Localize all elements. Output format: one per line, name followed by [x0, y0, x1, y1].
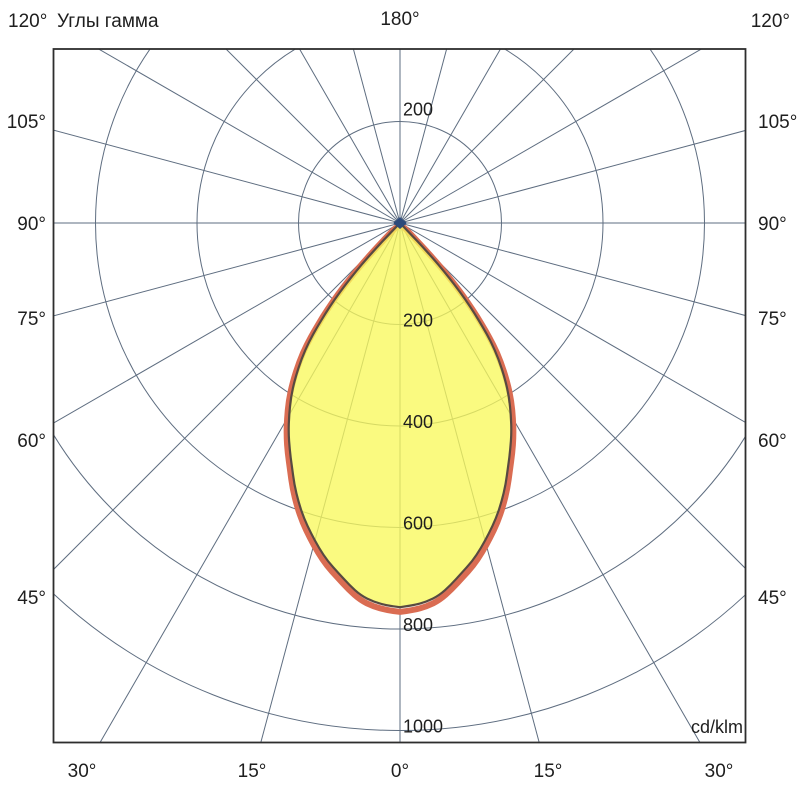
gamma-ray-75 — [399, 222, 746, 317]
gamma-ray-120 — [399, 49, 703, 224]
angle-label-right-90: 90° — [758, 214, 787, 235]
gamma-ray-135 — [399, 49, 575, 224]
radial-tick-label-400: 400 — [403, 412, 433, 432]
gamma-ray-105 — [399, 129, 746, 224]
gamma-ray-60 — [399, 222, 746, 424]
gamma-ray-225 — [225, 49, 401, 224]
gamma-ray-165 — [399, 49, 448, 224]
intensity-curves — [283, 217, 517, 615]
angle-label-left-60: 60° — [17, 431, 46, 452]
angle-label-left-75: 75° — [17, 309, 46, 330]
gamma-ray-195 — [352, 49, 401, 224]
radial-tick-label-200: 200 — [403, 311, 433, 331]
angle-label-left-90: 90° — [17, 214, 46, 235]
unit-label: cd/klm — [691, 717, 743, 737]
corner-angle-label-right: 120° — [751, 11, 790, 32]
top-angle-label: 180° — [380, 9, 419, 30]
angle-label-left-45: 45° — [17, 588, 46, 609]
pole-marker — [393, 217, 407, 229]
chart-title: Углы гамма — [57, 11, 159, 32]
angle-label-right-45: 45° — [758, 588, 787, 609]
gamma-ray-150 — [399, 49, 502, 224]
gamma-ray-45 — [399, 222, 746, 570]
angle-label-left-105: 105° — [7, 112, 46, 133]
corner-angle-label-left: 120° — [8, 11, 47, 32]
angle-label-right-75: 75° — [758, 309, 787, 330]
bottom-angle-label-1: 15° — [238, 761, 267, 782]
radial-tick-label-600: 600 — [403, 514, 433, 534]
gamma-ray-285 — [53, 222, 401, 317]
radial-tick-labels: 200 400 600 800 1000 — [403, 311, 443, 737]
radial-tick-label-1000: 1000 — [403, 717, 443, 737]
side-angle-labels: 105° 105° 90° 90° 75° 75° 60° 60° 45° 45° — [7, 112, 798, 609]
gamma-ray-300 — [53, 222, 401, 424]
angle-label-right-105: 105° — [758, 112, 797, 133]
radial-tick-label-upper: 200 — [403, 100, 433, 120]
gamma-ray-255 — [53, 129, 401, 224]
gamma-ray-315 — [53, 222, 401, 571]
bottom-angle-labels: 30° 15° 0° 15° 30° — [68, 761, 734, 782]
angle-label-right-60: 60° — [758, 431, 787, 452]
bottom-angle-label-3: 15° — [534, 761, 563, 782]
radial-tick-label-800: 800 — [403, 615, 433, 635]
bottom-angle-label-4: 30° — [705, 761, 734, 782]
bottom-angle-label-0: 30° — [68, 761, 97, 782]
gamma-ray-210 — [298, 49, 401, 224]
plot-frame — [52, 48, 747, 744]
gamma-ray-240 — [97, 49, 401, 224]
intensity-curve-dark-plane — [287, 221, 513, 609]
bottom-angle-label-2: 0° — [391, 761, 409, 782]
